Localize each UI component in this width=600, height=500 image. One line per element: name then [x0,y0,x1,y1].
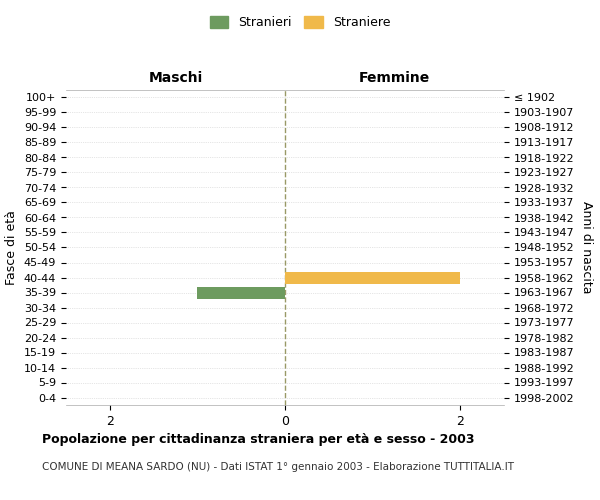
Text: Maschi: Maschi [148,71,203,85]
Bar [197,286,285,298]
Y-axis label: Anni di nascita: Anni di nascita [580,201,593,294]
Y-axis label: Fasce di età: Fasce di età [5,210,19,285]
Bar [285,272,460,283]
Legend: Stranieri, Straniere: Stranieri, Straniere [205,11,395,34]
Text: Femmine: Femmine [359,71,430,85]
Text: Popolazione per cittadinanza straniera per età e sesso - 2003: Popolazione per cittadinanza straniera p… [42,432,475,446]
Text: COMUNE DI MEANA SARDO (NU) - Dati ISTAT 1° gennaio 2003 - Elaborazione TUTTITALI: COMUNE DI MEANA SARDO (NU) - Dati ISTAT … [42,462,514,472]
